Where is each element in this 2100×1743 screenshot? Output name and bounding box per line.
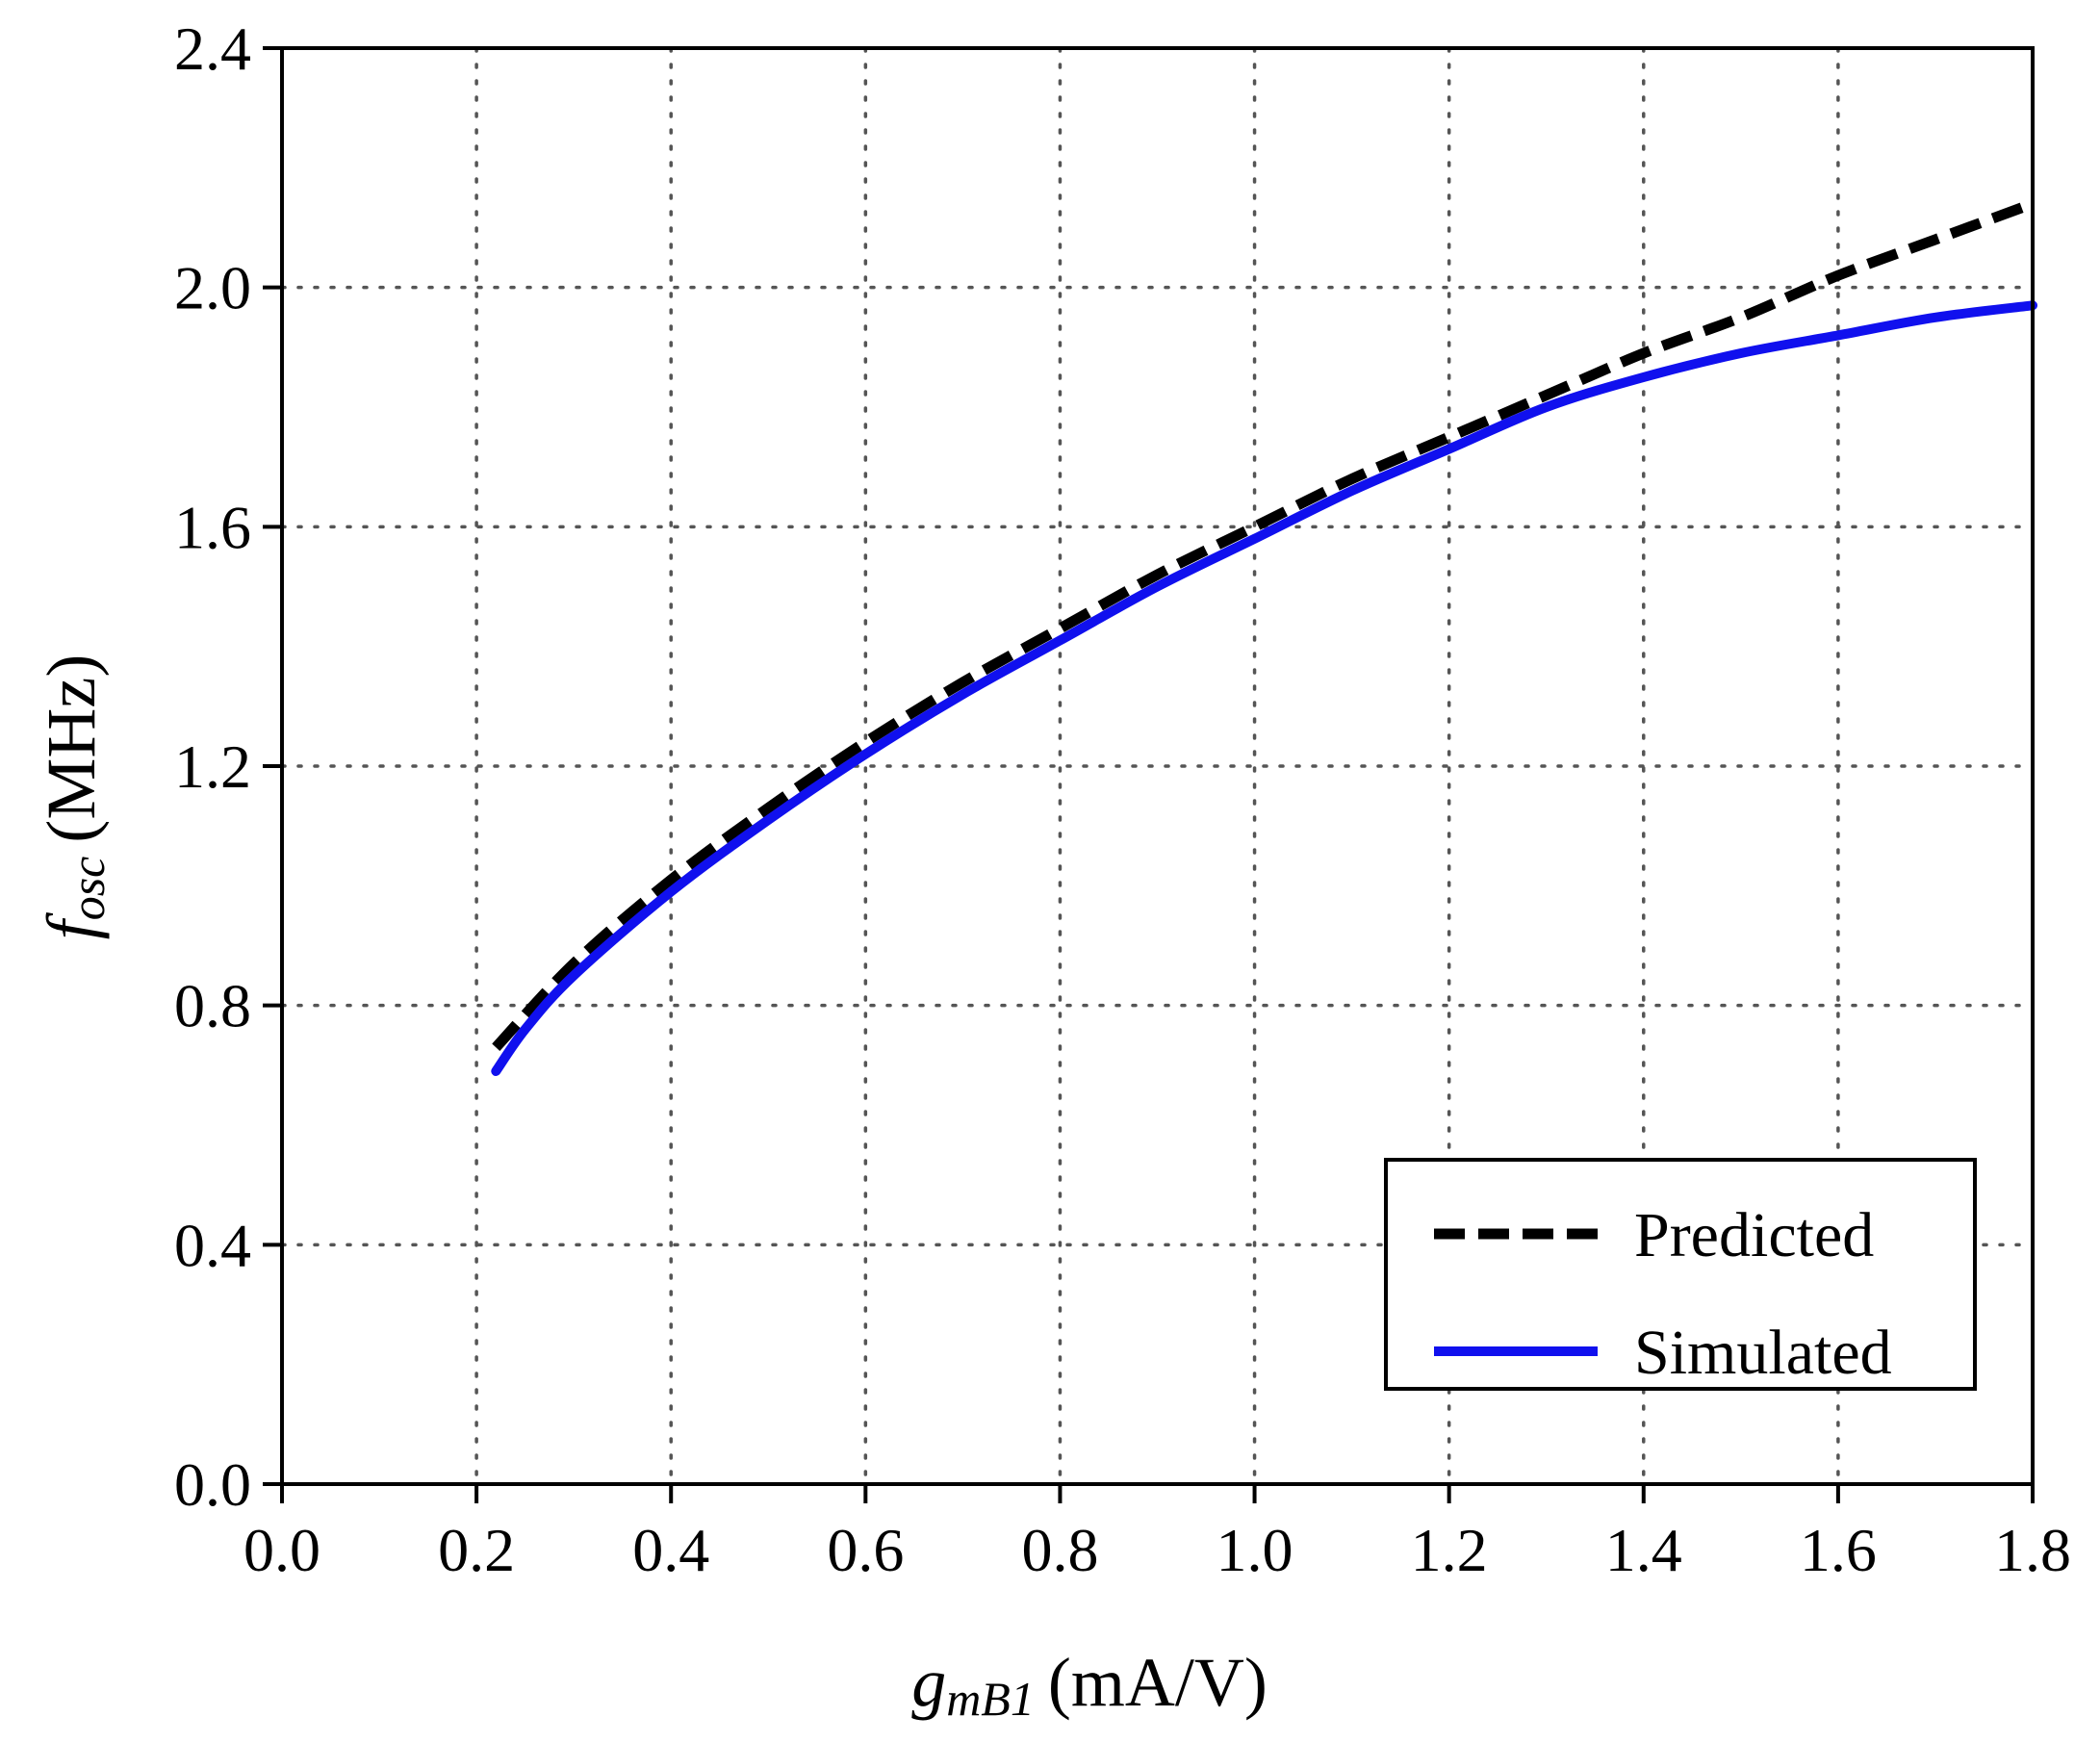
series-predicted <box>492 198 2035 1051</box>
x-tick-label: 0.0 <box>243 1516 320 1584</box>
y-axis-title: fosc(MHz) <box>33 654 115 940</box>
x-tick-label: 1.6 <box>1800 1516 1877 1584</box>
y-tick-label: 0.0 <box>174 1450 251 1519</box>
y-tick-label: 2.4 <box>174 14 251 83</box>
y-tick-label: 0.8 <box>174 972 251 1040</box>
legend: Predicted Simulated <box>1384 1158 1977 1391</box>
y-tick-label: 1.6 <box>174 493 251 561</box>
y-tick-label: 2.0 <box>174 254 251 322</box>
x-tick-label: 1.0 <box>1216 1516 1293 1584</box>
x-tick-label: 1.4 <box>1605 1516 1682 1584</box>
y-tick-label: 1.2 <box>174 732 251 801</box>
series-simulated <box>491 300 2037 1076</box>
ticks: 0.0 0.2 0.4 0.6 0.8 1.0 1.2 1.4 1.6 1.8 0.0 0.4 0.8 1… <box>174 14 2071 1584</box>
x-axis-title: gmB1 (mA/V) <box>911 1644 1268 1726</box>
legend-label-predicted: Predicted <box>1634 1200 1874 1270</box>
x-tick-label: 1.8 <box>1994 1516 2071 1584</box>
x-tick-label: 0.4 <box>632 1516 709 1584</box>
x-tick-label: 0.8 <box>1021 1516 1098 1584</box>
x-tick-label: 0.6 <box>827 1516 904 1584</box>
y-tick-label: 0.4 <box>174 1211 251 1279</box>
x-tick-label: 1.2 <box>1411 1516 1488 1584</box>
series-layer <box>491 198 2037 1076</box>
x-tick-label: 0.2 <box>438 1516 515 1584</box>
legend-label-simulated: Simulated <box>1634 1318 1892 1388</box>
